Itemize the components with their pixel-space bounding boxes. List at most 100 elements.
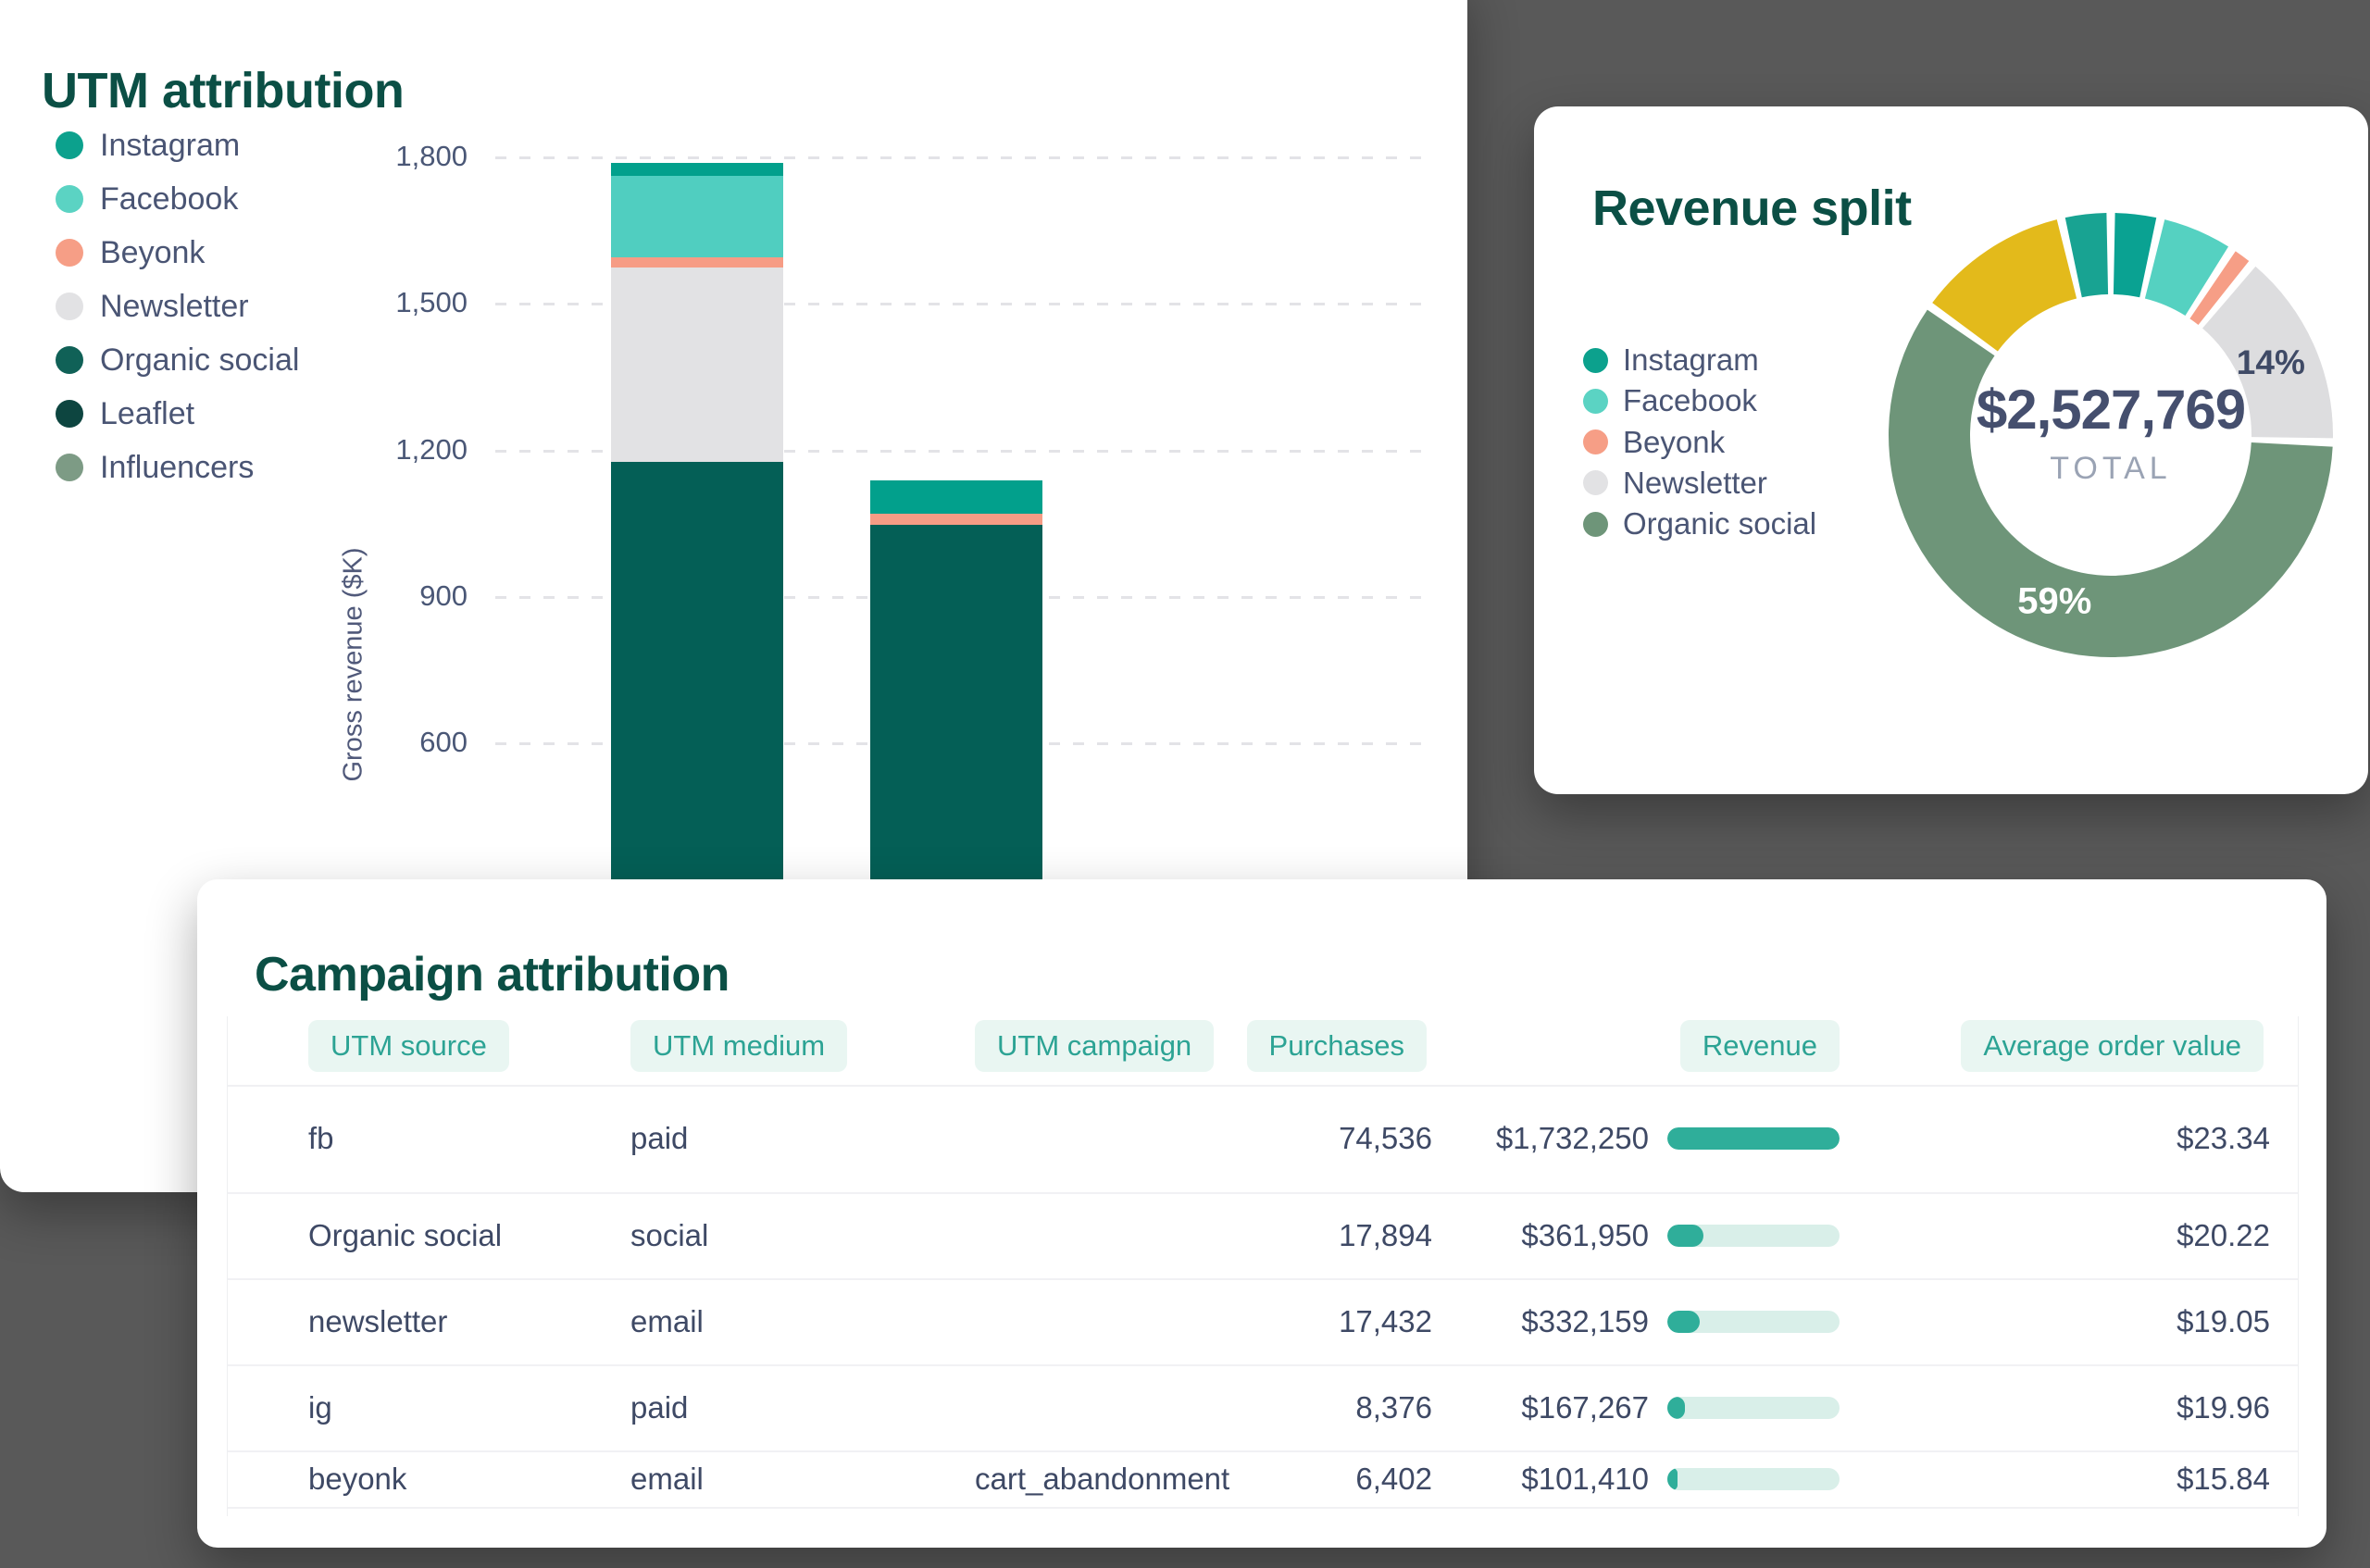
legend-item-leaflet[interactable]: Leaflet <box>56 387 194 441</box>
table-header-row: UTM source UTM medium UTM campaign Purchase… <box>228 1016 2298 1087</box>
bar-segment-instagram <box>870 480 1042 515</box>
legend-label: Beyonk <box>100 234 206 270</box>
cell-purchases: 17,432 <box>1339 1303 1432 1338</box>
cell-revenue: $1,732,250 <box>1495 1121 1649 1155</box>
legend-dot-facebook-icon <box>56 185 83 213</box>
legend-label: Beyonk <box>1623 424 1726 459</box>
utm-card-title: UTM attribution <box>42 62 405 118</box>
legend-item-organic-social[interactable]: Organic social <box>56 333 299 387</box>
y-tick-label: 900 <box>419 579 468 612</box>
legend-dot-instagram-icon <box>1583 347 1608 373</box>
legend-label: Newsletter <box>1623 465 1767 500</box>
bar-segment-beyonk <box>870 514 1042 526</box>
cell-revenue: $101,410 <box>1521 1461 1649 1496</box>
column-header-average-order-value: Average order value <box>1961 1020 2264 1072</box>
legend-dot-beyonk-icon <box>56 239 83 267</box>
revenue-bar <box>1667 1310 1840 1333</box>
cell-utm-source: Organic social <box>308 1217 503 1252</box>
revenue-bar <box>1667 1396 1840 1419</box>
donut-segment-unlabeled-yellow <box>1932 219 2077 352</box>
column-header-utm-medium: UTM medium <box>630 1020 848 1072</box>
bar-segment-newsletter <box>611 267 783 462</box>
cell-utm-medium: email <box>630 1303 704 1338</box>
table-row: Organic social social 17,894 $361,950 $20.22 <box>228 1192 2298 1280</box>
legend-label: Organic social <box>1623 506 1817 541</box>
revenue-split-card: Revenue split Instagram Facebook Beyonk New… <box>1534 106 2368 794</box>
legend-label: Influencers <box>100 449 255 485</box>
cell-average-order-value: $20.22 <box>2177 1217 2270 1252</box>
cell-utm-source: ig <box>308 1389 332 1425</box>
campaign-attribution-card: Campaign attribution UTM source UTM mediu… <box>197 879 2326 1548</box>
legend-item-instagram[interactable]: Instagram <box>1583 340 1759 380</box>
cell-utm-source: newsletter <box>308 1303 448 1338</box>
cell-purchases: 8,376 <box>1355 1389 1432 1425</box>
legend-dot-newsletter-icon <box>56 292 83 320</box>
legend-label: Leaflet <box>100 395 195 431</box>
legend-item-facebook[interactable]: Facebook <box>1583 380 1757 421</box>
legend-label: Instagram <box>1623 342 1759 377</box>
revenue-bar-fill <box>1667 1224 1704 1247</box>
donut-segment-unlabeled-teal <box>2064 213 2109 298</box>
table-card-title: Campaign attribution <box>255 948 730 1002</box>
campaign-table: UTM source UTM medium UTM campaign Purchase… <box>227 1016 2299 1516</box>
donut-label-organic-social: 59% <box>2017 580 2092 622</box>
cell-purchases: 6,402 <box>1355 1461 1432 1496</box>
legend-item-facebook[interactable]: Facebook <box>56 172 238 226</box>
table-row: ig paid 8,376 $167,267 $19.96 <box>228 1364 2298 1452</box>
donut-segment-organic-social <box>1889 309 2333 657</box>
cell-utm-source: fb <box>308 1121 334 1155</box>
legend-item-beyonk[interactable]: Beyonk <box>56 226 205 280</box>
cell-average-order-value: $15.84 <box>2177 1461 2270 1496</box>
legend-item-influencers[interactable]: Influencers <box>56 441 254 494</box>
column-header-utm-campaign: UTM campaign <box>975 1020 1215 1072</box>
table-row: newsletter email 17,432 $332,159 $19.05 <box>228 1278 2298 1366</box>
cell-average-order-value: $23.34 <box>2177 1121 2270 1155</box>
legend-item-newsletter[interactable]: Newsletter <box>56 280 249 333</box>
cell-utm-medium: paid <box>630 1121 689 1155</box>
legend-dot-newsletter-icon <box>1583 470 1608 496</box>
legend-dot-organic-social-icon <box>56 346 83 374</box>
donut-segment-facebook <box>2144 219 2229 317</box>
cell-utm-source: beyonk <box>308 1461 407 1496</box>
revenue-bar <box>1667 1224 1840 1247</box>
revenue-bar <box>1667 1127 1840 1150</box>
cell-average-order-value: $19.96 <box>2177 1389 2270 1425</box>
cell-utm-campaign: cart_abandonment <box>975 1461 1230 1496</box>
donut-total-label: TOTAL <box>2050 451 2172 486</box>
legend-label: Newsletter <box>100 288 249 324</box>
table-row: fb paid 74,536 $1,732,250 $23.34 <box>228 1085 2298 1194</box>
gridline <box>495 303 1430 306</box>
legend-label: Facebook <box>100 180 239 217</box>
revenue-donut-chart <box>1889 213 2333 657</box>
cell-purchases: 17,894 <box>1339 1217 1432 1252</box>
legend-dot-influencers-icon <box>56 454 83 481</box>
bar-segment-instagram <box>611 162 783 176</box>
legend-label: Facebook <box>1623 383 1757 418</box>
column-header-purchases: Purchases <box>1246 1020 1427 1072</box>
legend-item-newsletter[interactable]: Newsletter <box>1583 463 1767 504</box>
cell-revenue: $332,159 <box>1521 1303 1649 1338</box>
legend-item-instagram[interactable]: Instagram <box>56 118 240 172</box>
revenue-bar <box>1667 1467 1840 1490</box>
gridline <box>495 156 1430 159</box>
donut-label-newsletter: 14% <box>2236 343 2305 382</box>
legend-label: Organic social <box>100 342 300 378</box>
donut-center: $2,527,769 TOTAL <box>1977 378 2246 487</box>
cell-utm-medium: paid <box>630 1389 689 1425</box>
legend-item-organic-social[interactable]: Organic social <box>1583 504 1816 544</box>
bar-segment-facebook <box>611 175 783 257</box>
column-header-revenue: Revenue <box>1679 1020 1840 1072</box>
legend-dot-organic-social-icon <box>1583 511 1608 537</box>
donut-segment-instagram <box>2113 213 2157 298</box>
legend-dot-facebook-icon <box>1583 388 1608 414</box>
legend-item-beyonk[interactable]: Beyonk <box>1583 422 1725 463</box>
bar-segment-beyonk <box>611 256 783 268</box>
column-header-utm-source: UTM source <box>308 1020 509 1072</box>
cell-average-order-value: $19.05 <box>2177 1303 2270 1338</box>
cell-revenue: $361,950 <box>1521 1217 1649 1252</box>
revenue-bar-fill <box>1667 1127 1840 1150</box>
legend-dot-beyonk-icon <box>1583 429 1608 455</box>
cell-revenue: $167,267 <box>1521 1389 1649 1425</box>
y-tick-label: 1,500 <box>395 286 468 319</box>
legend-dot-leaflet-icon <box>56 400 83 428</box>
